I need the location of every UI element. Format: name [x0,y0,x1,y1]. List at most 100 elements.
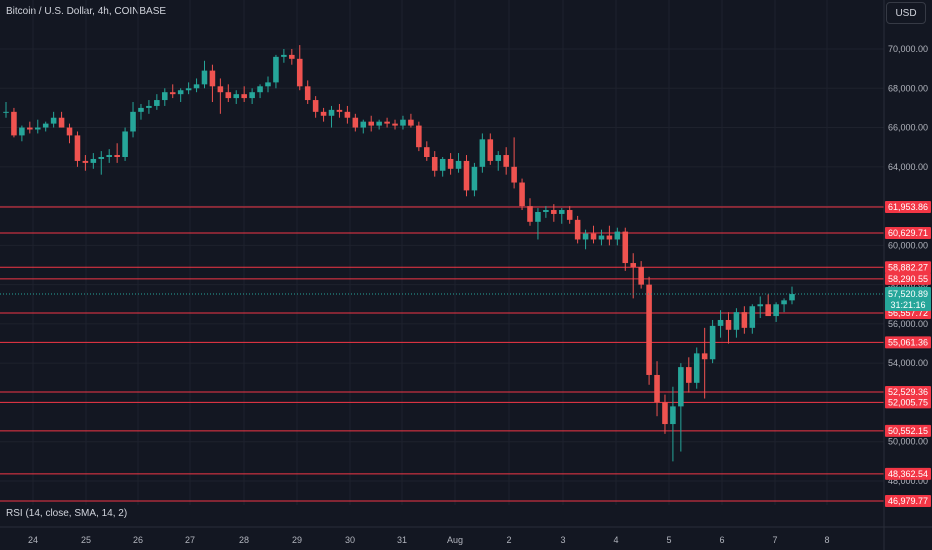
current-price-tag [885,287,931,312]
candle-body [598,235,605,240]
candle-body [781,300,787,305]
price-level-label: 48,362.54 [888,469,928,479]
candle-body [582,233,589,240]
candle-body [3,111,9,113]
candle-body [352,117,359,128]
time-tick-label: 27 [185,535,195,545]
time-tick-label: 31 [397,535,407,545]
price-tick-label: 54,000.00 [888,358,928,368]
candle-body [463,160,470,191]
current-price-value: 57,520.89 [888,289,928,299]
candle-body [773,304,779,317]
candle-body [551,210,557,214]
candle-body [82,160,89,163]
candle-body [606,235,613,240]
candle-body [447,158,454,169]
candle-body [233,94,240,99]
candle-body [281,54,287,57]
candle-body [34,127,41,130]
candle-body [670,406,676,425]
price-level-label: 50,552.15 [888,426,928,436]
candle-body [590,233,597,240]
price-level-label: 56,557.72 [888,308,928,318]
candle-body [638,266,644,285]
candle-body [241,94,247,99]
price-tick-label: 66,000.00 [888,123,928,133]
candle-body [558,210,565,214]
time-tick-label: 7 [772,535,777,545]
candle-body [495,155,502,161]
currency-selector[interactable]: USD [886,2,926,24]
price-level-label: 61,953.86 [888,202,928,212]
candle-body [392,123,398,126]
candle-body [177,90,184,95]
candle-body [98,157,105,159]
candle-body [27,127,33,130]
candle-body [376,121,382,126]
candle-body [114,155,120,157]
candle-body [328,109,335,116]
candle-body [368,121,374,126]
time-tick-label: 8 [824,535,829,545]
price-level-label: 46,979.77 [888,496,928,506]
price-tick-label: 70,000.00 [888,44,928,54]
candle-body [765,304,771,317]
price-tick-label: 48,000.00 [888,476,928,486]
candle-body [296,58,303,87]
candle-body [209,70,216,87]
candle-body [543,210,549,212]
price-level-label: 60,629.71 [888,228,928,238]
candle-body [225,92,232,99]
time-tick-label: 6 [719,535,724,545]
candle-body [733,312,740,330]
candle-body [58,117,65,128]
candle-body [757,304,764,307]
candle-body [678,367,684,407]
price-level-labels: 61,953.86 60,629.71 58,882.27 58,290.55 56,5… [885,200,931,508]
price-level-label: 55,061.36 [888,337,928,347]
time-tick-label: 5 [666,535,671,545]
price-level-tag [885,495,931,508]
candle-body [654,374,660,403]
time-axis[interactable]: 24 25 26 27 28 29 30 31 Aug 2 3 4 5 6 7 8 [28,535,830,545]
candle-body [701,353,708,360]
candle-body [193,84,200,89]
candle-body [479,139,486,167]
price-level-tag [885,336,931,349]
candle-body [630,263,636,267]
candle-body [408,119,414,126]
candle-body [122,131,128,157]
time-tick-label: 2 [506,535,511,545]
candle-body [439,158,446,171]
candle-body [622,231,629,264]
candle-body [265,82,271,87]
candle-body [749,306,756,328]
candle-body [185,88,192,91]
time-tick-label: 26 [133,535,143,545]
time-tick-label: 28 [239,535,249,545]
price-tick-label: 64,000.00 [888,162,928,172]
candle-body [455,160,462,169]
candle-body [130,111,136,132]
candle-body [169,92,176,95]
price-level-tag [885,386,931,399]
candle-body [320,111,327,116]
time-tick-label: 24 [28,535,38,545]
candle-body [519,182,525,207]
time-tick-label: 4 [613,535,618,545]
candle-body [217,86,224,93]
candle-body [709,325,716,360]
candle-body [614,231,621,240]
price-level-tag [885,467,931,480]
candle-body [154,100,160,106]
candle-body [74,135,81,161]
price-level-tag [885,396,931,409]
rsi-indicator-label[interactable]: RSI (14, close, SMA, 14, 2) [6,508,128,519]
time-tick-label: Aug [447,535,463,545]
candle-body [11,111,17,136]
candle-body [503,155,509,167]
candle-body [162,92,168,101]
price-tick-label: 56,000.00 [888,319,928,329]
